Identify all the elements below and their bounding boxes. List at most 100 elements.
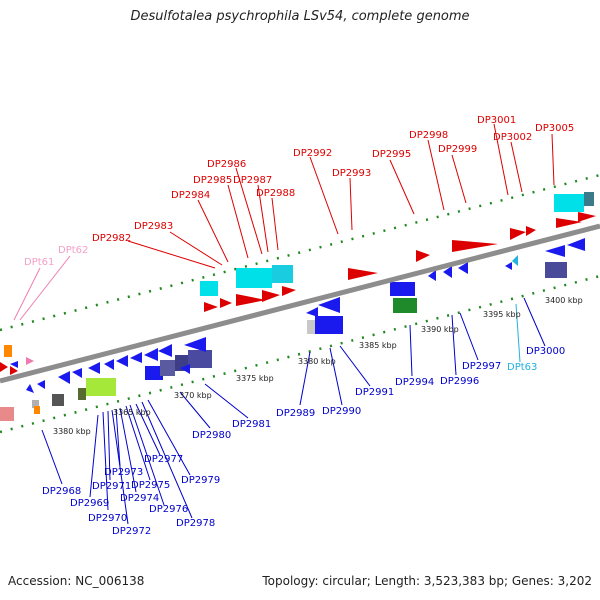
gene-label: DP2995 — [372, 149, 411, 160]
gene-label: DP2975 — [131, 480, 170, 491]
feature-box — [34, 406, 40, 414]
feature-box — [307, 320, 315, 334]
feature-arrow — [26, 357, 34, 365]
feature-box — [315, 316, 343, 334]
scale-label: 3365 kbp — [113, 408, 151, 417]
gene-label: DP2982 — [92, 233, 131, 244]
scale-labels: 3365 kbp 3370 kbp 3375 kbp 3380 kbp 3380… — [53, 296, 583, 436]
scale-label: 3370 kbp — [174, 391, 212, 400]
gene-label: DP2994 — [395, 377, 434, 388]
gene-label: DP2979 — [181, 475, 220, 486]
gene-label: DP2989 — [276, 408, 315, 419]
gene-label: DP2974 — [120, 493, 159, 504]
feature-box — [390, 282, 415, 296]
gene-label: DP2970 — [88, 513, 127, 524]
gene-label: DP2980 — [192, 430, 231, 441]
feature-arrow — [526, 226, 536, 236]
feature-box — [160, 360, 175, 376]
label-leader-lines — [13, 123, 555, 525]
feature-arrow — [0, 362, 8, 372]
gene-label: DP2983 — [134, 221, 173, 232]
gene-label: DP2968 — [42, 486, 81, 497]
feature-arrow — [158, 344, 172, 357]
feature-arrow — [505, 262, 512, 270]
gene-label: DP2986 — [207, 159, 246, 170]
feature-box — [52, 394, 64, 406]
feature-arrow — [348, 268, 378, 280]
forward-features — [0, 192, 596, 375]
feature-arrow — [144, 348, 158, 361]
gene-label: DP2992 — [293, 148, 332, 159]
feature-arrow — [184, 337, 206, 352]
feature-arrow — [545, 245, 565, 257]
gene-label: DP2990 — [322, 406, 361, 417]
gene-label: DP3005 — [535, 123, 574, 134]
scale-label: 3380 kbp — [53, 427, 91, 436]
feature-box — [236, 268, 272, 288]
feature-box — [200, 281, 218, 296]
feature-box — [32, 400, 39, 408]
feature-arrow — [88, 362, 100, 374]
feature-arrow — [58, 371, 70, 384]
gene-label: DP2973 — [104, 467, 143, 478]
feature-arrow — [578, 212, 596, 222]
feature-arrow — [452, 240, 498, 252]
gene-label: DP2991 — [355, 387, 394, 398]
scale-label: 3390 kbp — [421, 325, 459, 334]
feature-box — [4, 345, 12, 357]
gene-label: DP2998 — [409, 130, 448, 141]
feature-box — [545, 262, 567, 278]
feature-arrow — [236, 294, 266, 306]
topology-label: Topology: circular; Length: 3,523,383 bp… — [262, 574, 592, 588]
feature-box — [86, 378, 116, 396]
feature-arrow — [220, 298, 232, 308]
gene-label: DP2971 — [92, 481, 131, 492]
gene-label: DP2999 — [438, 144, 477, 155]
feature-box — [393, 298, 417, 313]
feature-box — [188, 350, 212, 368]
feature-box — [78, 388, 86, 400]
feature-arrow — [306, 307, 318, 317]
feature-arrow — [180, 364, 190, 374]
forward-ruler-track — [0, 173, 600, 332]
gene-label: DP2972 — [112, 526, 151, 537]
reverse-gene-labels: DP2968 DP2969 DP2970 DP2971 DP2972 DP297… — [42, 346, 565, 537]
feature-arrow — [510, 228, 526, 240]
feature-box — [145, 366, 163, 380]
page-title: Desulfotalea psychrophila LSv54, complet… — [130, 9, 470, 24]
feature-box — [584, 192, 594, 206]
feature-arrow — [512, 255, 518, 266]
feature-box — [0, 407, 14, 421]
feature-arrow — [262, 290, 280, 302]
gene-label: DP2978 — [176, 518, 215, 529]
feature-arrow — [282, 286, 296, 296]
feature-arrow — [318, 297, 340, 313]
feature-arrow — [130, 352, 142, 363]
trna-label: DPt62 — [58, 245, 88, 256]
feature-arrow — [458, 262, 468, 274]
feature-arrow — [443, 266, 452, 278]
feature-box — [272, 265, 293, 283]
gene-label: DP2977 — [144, 454, 183, 465]
feature-arrow — [10, 366, 18, 375]
feature-arrow — [428, 270, 436, 281]
gene-label: DP2997 — [462, 361, 501, 372]
gene-label: DP2996 — [440, 376, 479, 387]
scale-label: 3380 kbp — [298, 357, 336, 366]
trna-label: DPt63 — [507, 362, 537, 373]
reverse-ruler-track — [0, 274, 600, 434]
trna-label: DPt61 — [24, 257, 54, 268]
feature-arrow — [204, 302, 218, 312]
forward-gene-labels: DP2982 DP2983 DP2984 DP2985 DP2986 DP298… — [24, 115, 574, 268]
gene-label: DP2984 — [171, 190, 210, 201]
scale-label: 3375 kbp — [236, 374, 274, 383]
gene-label: DP2987 — [233, 175, 272, 186]
scale-label: 3395 kbp — [483, 310, 521, 319]
gene-label: DP2993 — [332, 168, 371, 179]
gene-label: DP3000 — [526, 346, 565, 357]
feature-arrow — [72, 368, 82, 378]
gene-label: DP2981 — [232, 419, 271, 430]
genome-backbone — [0, 223, 600, 384]
feature-box — [554, 194, 584, 212]
feature-arrow — [104, 359, 114, 370]
